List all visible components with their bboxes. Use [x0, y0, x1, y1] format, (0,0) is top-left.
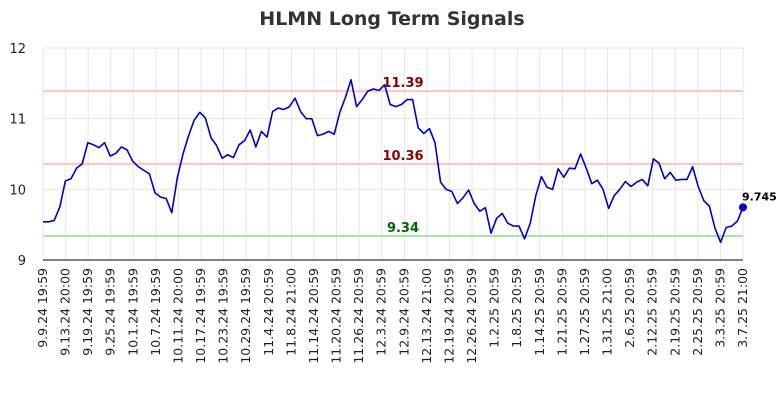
y-tick-label: 10	[9, 183, 26, 198]
series-line	[43, 79, 744, 244]
x-tick-label: 12.13.24 21:00	[419, 268, 434, 364]
x-tick-label: 9.9.24 19:59	[35, 268, 50, 348]
x-tick-label: 12.3.24 20:59	[374, 268, 389, 356]
x-tick-label: 2.6.25 20:59	[622, 268, 637, 348]
last-value-label: 9.745	[742, 190, 777, 203]
series-layer	[43, 79, 744, 244]
reference-label: 9.34	[387, 221, 419, 236]
x-tick-label: 2.19.25 20:59	[667, 268, 682, 356]
x-tick-label: 3.7.25 21:00	[735, 268, 750, 348]
x-tick-label: 2.25.25 20:59	[690, 268, 705, 356]
x-tick-label: 1.21.25 20:59	[554, 268, 569, 356]
grid	[42, 47, 744, 261]
y-tick-label: 11	[9, 113, 26, 128]
x-tick-label: 11.26.24 20:59	[351, 268, 366, 364]
x-tick-label: 12.19.24 20:59	[441, 268, 456, 364]
x-tick-label: 10.11.24 20:00	[170, 268, 185, 364]
x-tick-label: 2.12.25 20:59	[645, 268, 660, 356]
x-tick-label: 11.4.24 20:59	[261, 268, 276, 356]
last-point-marker	[739, 203, 747, 212]
x-tick-label: 11.14.24 20:59	[306, 268, 321, 364]
x-tick-label: 12.9.24 20:59	[396, 268, 411, 356]
x-tick-label: 9.19.24 19:59	[80, 268, 95, 356]
x-tick-labels: 9.9.24 19:59 9.13.24 20:00 9.19.24 19:59 9.…	[35, 268, 750, 364]
x-tick-label: 10.29.24 19:59	[238, 268, 253, 364]
reference-label: 10.36	[382, 149, 423, 164]
x-tick-label: 1.31.25 21:00	[600, 268, 615, 356]
x-tick-label: 9.25.24 19:59	[103, 268, 118, 356]
x-tick-label: 9.13.24 20:00	[58, 268, 73, 356]
x-tick-label: 1.8.25 20:59	[509, 268, 524, 348]
chart-title: HLMN Long Term Signals	[259, 8, 524, 30]
x-tick-label: 3.3.25 20:59	[712, 268, 727, 348]
x-tick-label: 1.27.25 20:59	[577, 268, 592, 356]
x-tick-label: 1.2.25 20:59	[487, 268, 502, 348]
x-tick-label: 10.23.24 19:59	[216, 268, 231, 364]
x-tick-label: 12.26.24 20:59	[464, 268, 479, 364]
x-tick-label: 10.7.24 19:59	[148, 268, 163, 356]
x-tick-label: 11.8.24 21:00	[283, 268, 298, 356]
y-tick-label: 12	[9, 42, 26, 57]
x-tick-label: 11.20.24 20:59	[329, 268, 344, 364]
x-tick-label: 10.1.24 19:59	[125, 268, 140, 356]
y-tick-label: 9	[18, 254, 26, 269]
x-tick-label: 1.14.25 20:59	[532, 268, 547, 356]
reference-lines: 11.39 10.36 9.34	[43, 76, 743, 237]
y-tick-labels: 9 10 11 12	[9, 42, 26, 269]
reference-label: 11.39	[382, 76, 423, 91]
x-tick-label: 10.17.24 19:59	[193, 268, 208, 364]
annotations: 9.745	[739, 190, 777, 212]
